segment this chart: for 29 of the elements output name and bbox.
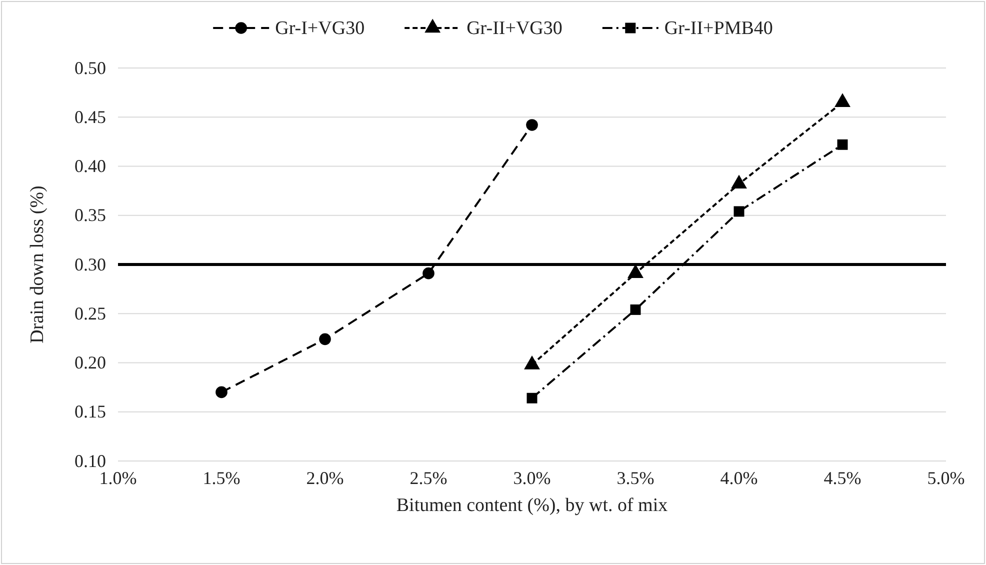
y-tick-label: 0.20: [74, 352, 106, 373]
x-tick-label: 5.0%: [927, 468, 965, 488]
point: [734, 206, 744, 217]
y-tick-label: 0.40: [74, 156, 106, 176]
point: [422, 267, 434, 280]
point: [526, 392, 538, 404]
x-tick-label: 4.0%: [720, 468, 758, 488]
y-axis-title: Drain down loss (%): [27, 186, 48, 344]
legend-label: Gr-II+VG30: [466, 18, 562, 39]
x-axis-title: Bitumen content (%), by wt. of mix: [396, 495, 668, 516]
legend-label: Gr-II+PMB40: [664, 18, 773, 39]
x-tick-label: 2.5%: [410, 468, 448, 488]
y-tick-label: 0.25: [74, 303, 106, 324]
point: [837, 139, 848, 150]
x-tick-label: 4.5%: [824, 468, 862, 488]
x-tick-label: 3.0%: [513, 468, 551, 488]
point: [630, 304, 641, 315]
y-tick-label: 0.30: [74, 254, 106, 274]
point: [216, 386, 228, 398]
point: [526, 119, 538, 131]
x-tick-label: 2.0%: [306, 468, 344, 488]
legend-label: Gr-I+VG30: [275, 18, 365, 39]
x-tick-label: 3.5%: [616, 468, 654, 488]
point: [319, 333, 331, 346]
x-tick-label: 1.5%: [202, 468, 240, 488]
y-tick-label: 0.50: [74, 58, 106, 78]
y-tick-label: 0.15: [74, 402, 106, 422]
y-tick-label: 0.35: [74, 205, 106, 226]
y-tick-label: 0.45: [74, 106, 106, 127]
